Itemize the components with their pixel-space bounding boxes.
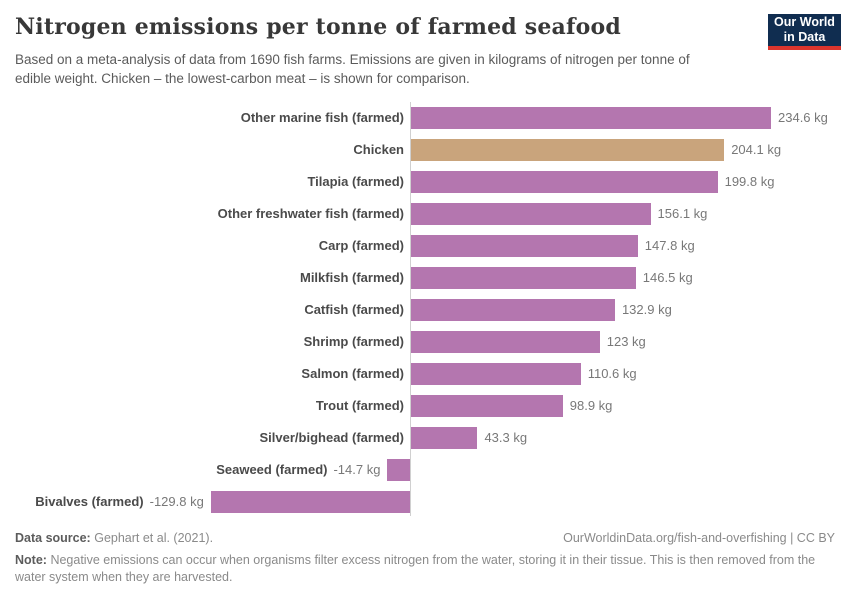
bar-value-tilapia-farmed: 199.8 kg xyxy=(724,174,775,189)
bar-tilapia-farmed xyxy=(411,171,718,193)
bar-salmon-farmed xyxy=(411,363,581,385)
zero-axis-line xyxy=(410,102,411,516)
bar-label-chicken: Chicken xyxy=(353,142,404,157)
bar-carp-farmed xyxy=(411,235,638,257)
bar-milkfish-farmed xyxy=(411,267,636,289)
bar-value-catfish-farmed: 132.9 kg xyxy=(621,302,672,317)
owid-url-credit[interactable]: OurWorldinData.org/fish-and-overfishing … xyxy=(563,531,835,545)
bar-label-milkfish-farmed: Milkfish (farmed) xyxy=(299,270,404,285)
bar-label-tilapia-farmed: Tilapia (farmed) xyxy=(307,174,404,189)
data-source-value: Gephart et al. (2021). xyxy=(94,531,214,545)
bar-bivalves-farmed xyxy=(210,491,410,513)
bar-silver-bighead-farmed xyxy=(411,427,478,449)
bar-label-bivalves-farmed: Bivalves (farmed) xyxy=(35,494,144,509)
owid-logo-line2: in Data xyxy=(783,30,826,44)
chart-footer: Data source: Gephart et al. (2021). OurW… xyxy=(15,531,835,545)
bar-catfish-farmed xyxy=(411,299,615,321)
bar-value-bivalves-farmed: -129.8 kg xyxy=(149,494,204,509)
bar-label-silver-bighead-farmed: Silver/bighead (farmed) xyxy=(259,430,404,445)
bar-shrimp-farmed xyxy=(411,331,600,353)
note-label: Note: xyxy=(15,553,47,567)
bar-value-chicken: 204.1 kg xyxy=(731,142,782,157)
bar-label-seaweed-farmed: Seaweed (farmed) xyxy=(216,462,328,477)
bar-label-salmon-farmed: Salmon (farmed) xyxy=(301,366,404,381)
bar-label-catfish-farmed: Catfish (farmed) xyxy=(304,302,404,317)
chart-note: Note: Negative emissions can occur when … xyxy=(15,552,833,586)
bar-label-trout-farmed: Trout (farmed) xyxy=(315,398,404,413)
bar-value-carp-farmed: 147.8 kg xyxy=(644,238,695,253)
bar-chart: Other marine fish (farmed) 234.6 kg Chicke… xyxy=(0,100,850,520)
bar-label-carp-farmed: Carp (farmed) xyxy=(318,238,404,253)
bar-label-group-seaweed-farmed: Seaweed (farmed) -14.7 kg xyxy=(216,459,380,481)
page-title: Nitrogen emissions per tonne of farmed s… xyxy=(15,14,621,40)
chart-subtitle: Based on a meta-analysis of data from 16… xyxy=(15,52,690,86)
bar-value-shrimp-farmed: 123 kg xyxy=(606,334,646,349)
note-text: Negative emissions can occur when organi… xyxy=(15,553,816,584)
data-source: Data source: Gephart et al. (2021). xyxy=(15,531,213,545)
bar-value-milkfish-farmed: 146.5 kg xyxy=(642,270,693,285)
bar-chicken xyxy=(411,139,725,161)
bar-label-other-marine-fish-farmed: Other marine fish (farmed) xyxy=(240,110,404,125)
bar-other-freshwater-fish-farmed xyxy=(411,203,651,225)
owid-logo[interactable]: Our World in Data xyxy=(768,14,841,50)
bar-value-salmon-farmed: 110.6 kg xyxy=(587,366,637,381)
bar-other-marine-fish-farmed xyxy=(411,107,771,129)
bar-value-trout-farmed: 98.9 kg xyxy=(569,398,613,413)
bar-seaweed-farmed xyxy=(387,459,410,481)
bar-label-group-bivalves-farmed: Bivalves (farmed) -129.8 kg xyxy=(35,491,204,513)
bar-value-other-marine-fish-farmed: 234.6 kg xyxy=(778,110,828,125)
owid-logo-line1: Our World xyxy=(774,15,835,29)
bar-value-silver-bighead-farmed: 43.3 kg xyxy=(484,430,528,445)
bar-value-seaweed-farmed: -14.7 kg xyxy=(333,462,381,477)
bar-trout-farmed xyxy=(411,395,563,417)
bar-label-shrimp-farmed: Shrimp (farmed) xyxy=(303,334,404,349)
bar-value-other-freshwater-fish-farmed: 156.1 kg xyxy=(657,206,708,221)
bar-label-other-freshwater-fish-farmed: Other freshwater fish (farmed) xyxy=(217,206,404,221)
data-source-label: Data source: xyxy=(15,531,91,545)
